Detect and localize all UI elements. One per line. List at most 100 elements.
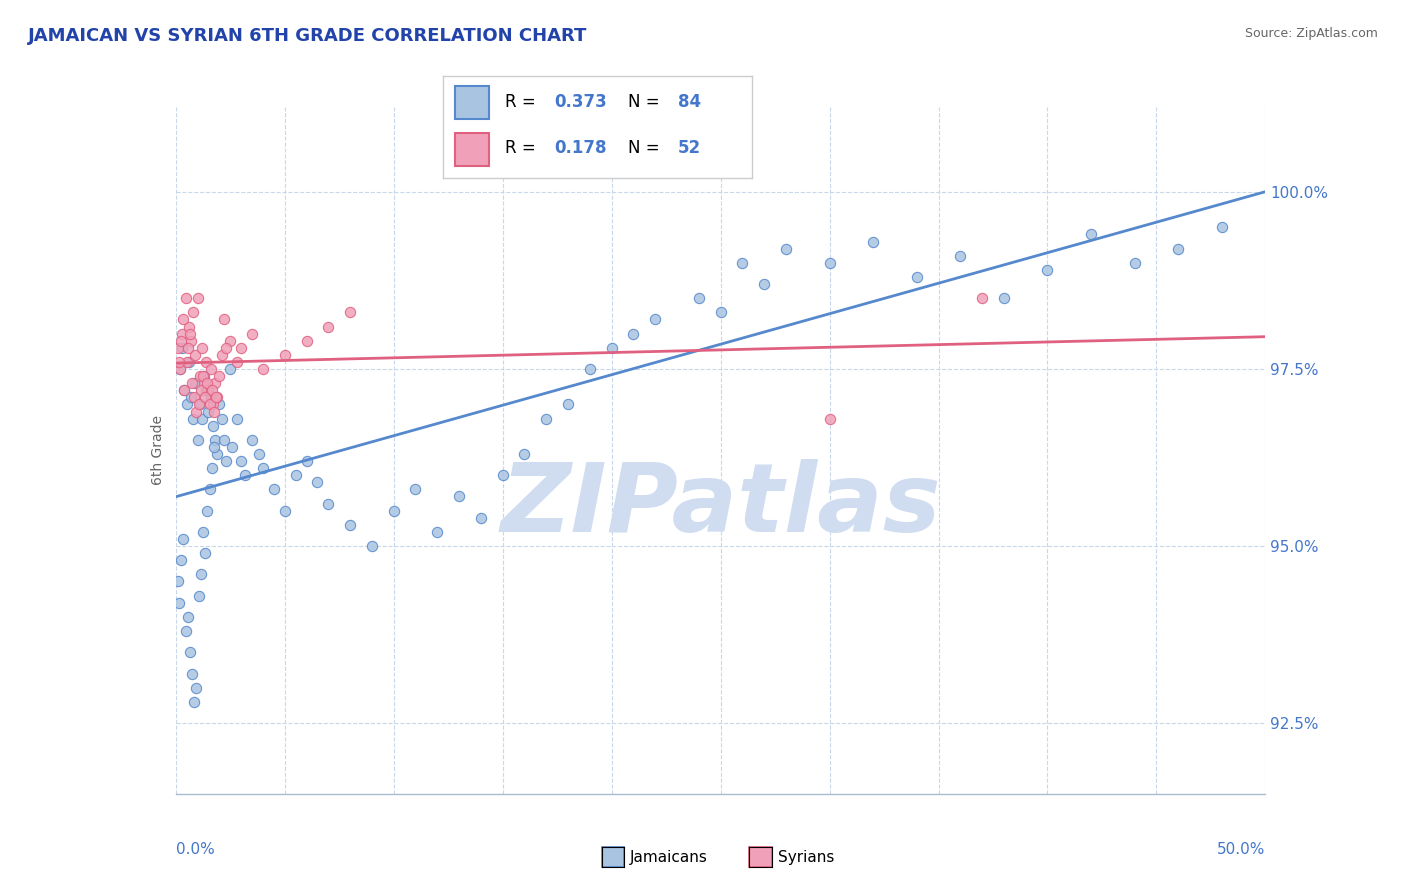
- Point: [195, 376, 218, 391]
- Point: [1036, 263, 1059, 277]
- Point: [170, 553, 193, 567]
- Point: [318, 497, 340, 511]
- Point: [862, 235, 884, 249]
- Point: [339, 305, 361, 319]
- Point: [177, 341, 200, 355]
- FancyBboxPatch shape: [456, 133, 489, 166]
- Point: [174, 624, 197, 638]
- Point: [212, 312, 235, 326]
- Point: [284, 468, 307, 483]
- Point: [169, 362, 191, 376]
- Point: [202, 440, 225, 454]
- Text: ZIPatlas: ZIPatlas: [501, 458, 941, 552]
- Point: [426, 524, 449, 539]
- Text: R =: R =: [505, 94, 541, 112]
- Point: [172, 312, 194, 326]
- Point: [176, 397, 198, 411]
- Point: [201, 397, 224, 411]
- Point: [295, 454, 318, 468]
- Point: [191, 341, 214, 355]
- Point: [205, 447, 228, 461]
- Point: [179, 326, 201, 341]
- Point: [186, 404, 208, 418]
- Point: [186, 291, 209, 305]
- Point: [174, 291, 197, 305]
- Point: [180, 334, 202, 348]
- Point: [202, 404, 225, 418]
- Point: [169, 362, 191, 376]
- Point: [361, 539, 384, 553]
- Point: [181, 666, 204, 681]
- Point: [181, 411, 204, 425]
- Point: [318, 319, 340, 334]
- Point: [183, 390, 205, 404]
- Point: [215, 454, 238, 468]
- Point: [177, 355, 200, 369]
- Point: [235, 468, 257, 483]
- Point: [198, 397, 221, 411]
- Point: [194, 546, 217, 560]
- Point: [187, 397, 209, 411]
- Point: [195, 503, 218, 517]
- Point: [190, 384, 212, 398]
- Point: [231, 341, 253, 355]
- Point: [557, 397, 579, 411]
- Point: [193, 369, 215, 384]
- Point: [191, 411, 214, 425]
- Point: [201, 418, 224, 433]
- Point: [181, 376, 204, 391]
- Point: [188, 397, 211, 411]
- Point: [1211, 220, 1233, 235]
- Point: [470, 510, 492, 524]
- Point: [775, 242, 797, 256]
- Point: [167, 355, 190, 369]
- Text: Jamaicans: Jamaicans: [630, 850, 707, 864]
- Point: [231, 454, 253, 468]
- Point: [225, 355, 247, 369]
- Point: [167, 574, 190, 589]
- Point: [905, 270, 928, 285]
- Point: [184, 376, 207, 391]
- Point: [177, 610, 200, 624]
- Point: [688, 291, 710, 305]
- Text: 0.178: 0.178: [554, 138, 607, 157]
- Point: [194, 390, 217, 404]
- Point: [179, 645, 201, 659]
- Text: Source: ZipAtlas.com: Source: ZipAtlas.com: [1244, 27, 1378, 40]
- Point: [173, 384, 195, 398]
- Point: [1167, 242, 1189, 256]
- Point: [205, 390, 228, 404]
- Point: [183, 695, 205, 709]
- Point: [172, 341, 194, 355]
- Point: [198, 483, 221, 497]
- Point: [173, 384, 195, 398]
- Point: [225, 411, 247, 425]
- Point: [215, 341, 238, 355]
- Point: [818, 256, 841, 270]
- Point: [193, 376, 215, 391]
- Point: [167, 341, 190, 355]
- Point: [621, 326, 644, 341]
- Point: [644, 312, 666, 326]
- Point: [579, 362, 602, 376]
- Point: [219, 334, 242, 348]
- Y-axis label: 6th Grade: 6th Grade: [150, 416, 165, 485]
- Point: [247, 447, 270, 461]
- Text: 50.0%: 50.0%: [1218, 842, 1265, 857]
- Point: [191, 524, 214, 539]
- Point: [205, 390, 228, 404]
- Point: [339, 517, 361, 532]
- Point: [221, 440, 243, 454]
- Point: [212, 433, 235, 447]
- Point: [200, 362, 222, 376]
- Point: [201, 384, 224, 398]
- Point: [307, 475, 329, 490]
- Point: [167, 596, 190, 610]
- Point: [993, 291, 1015, 305]
- Point: [1123, 256, 1146, 270]
- Point: [204, 433, 226, 447]
- Point: [211, 411, 233, 425]
- Point: [240, 326, 263, 341]
- Text: R =: R =: [505, 138, 541, 157]
- Point: [208, 397, 231, 411]
